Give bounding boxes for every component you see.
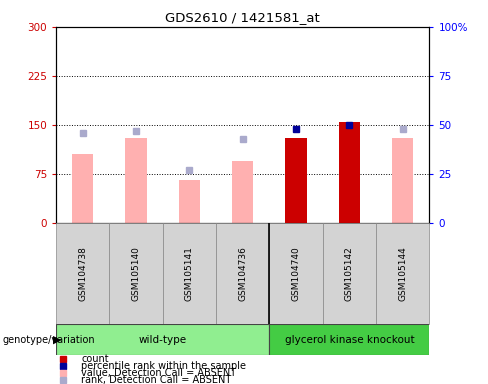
- Text: GSM105141: GSM105141: [185, 246, 194, 301]
- Text: percentile rank within the sample: percentile rank within the sample: [81, 361, 246, 371]
- Text: glycerol kinase knockout: glycerol kinase knockout: [285, 335, 414, 345]
- Bar: [109, 223, 163, 324]
- Text: ▶: ▶: [53, 335, 61, 345]
- Text: GSM104738: GSM104738: [78, 246, 87, 301]
- Bar: [376, 223, 429, 324]
- Bar: [285, 138, 307, 223]
- Bar: [269, 223, 323, 324]
- Bar: [269, 324, 429, 355]
- Bar: [285, 138, 307, 223]
- Text: GSM105142: GSM105142: [345, 246, 354, 301]
- Bar: [339, 121, 360, 223]
- Bar: [392, 138, 413, 223]
- Text: wild-type: wild-type: [139, 335, 187, 345]
- Bar: [339, 121, 360, 223]
- Text: GSM105144: GSM105144: [398, 246, 407, 301]
- Bar: [72, 154, 94, 223]
- Bar: [179, 180, 200, 223]
- Bar: [216, 223, 269, 324]
- Bar: [125, 138, 147, 223]
- Text: rank, Detection Call = ABSENT: rank, Detection Call = ABSENT: [81, 376, 232, 384]
- Title: GDS2610 / 1421581_at: GDS2610 / 1421581_at: [165, 11, 320, 24]
- Bar: [56, 324, 269, 355]
- Text: count: count: [81, 354, 109, 364]
- Bar: [56, 223, 109, 324]
- Bar: [163, 223, 216, 324]
- Text: genotype/variation: genotype/variation: [2, 335, 95, 345]
- Text: value, Detection Call = ABSENT: value, Detection Call = ABSENT: [81, 368, 237, 378]
- Text: GSM104736: GSM104736: [238, 246, 247, 301]
- Text: GSM104740: GSM104740: [292, 246, 301, 301]
- Bar: [323, 223, 376, 324]
- Bar: [232, 161, 253, 223]
- Text: GSM105140: GSM105140: [132, 246, 141, 301]
